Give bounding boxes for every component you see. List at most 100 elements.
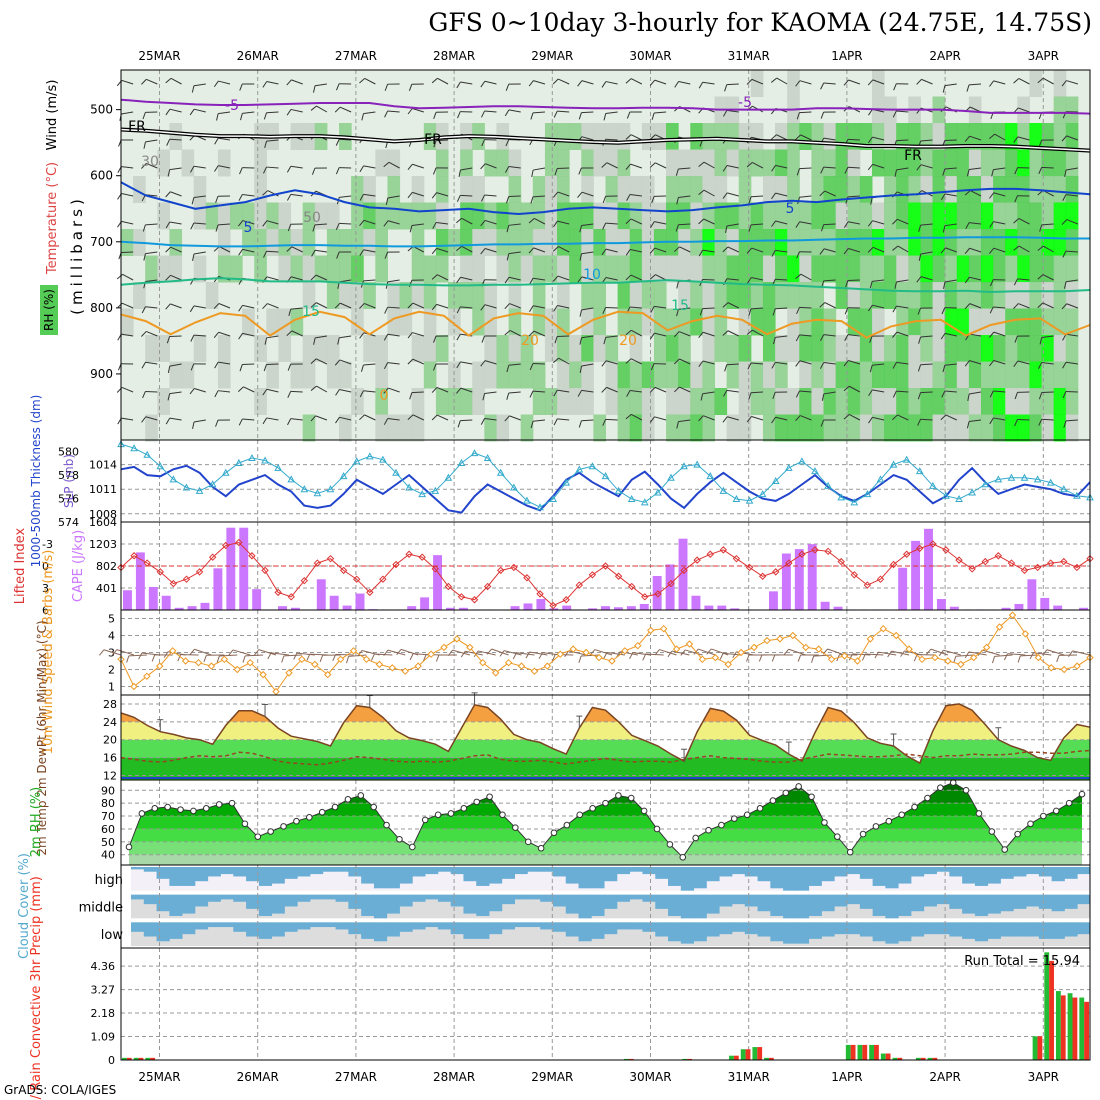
wind-barb-flag [435, 654, 440, 662]
rh-cell [775, 335, 788, 362]
slp-point [143, 450, 152, 458]
rh-point [524, 838, 532, 846]
wind-barb-flag [432, 167, 437, 175]
rh-cell [532, 202, 546, 230]
wind-barb-flag [287, 224, 292, 232]
cloud-cell [821, 867, 835, 882]
wind-barb-flag [189, 108, 195, 116]
rh-cell [702, 229, 716, 256]
wind-barb-flag [141, 306, 146, 314]
wind-barb-flag [383, 362, 389, 370]
cloud-cell [898, 867, 912, 884]
rh-cell [351, 229, 364, 256]
cloud-cell [386, 894, 400, 914]
wind-barb-flag [552, 357, 559, 364]
lifted-tick-label: -3 [42, 538, 53, 551]
wind-barb [1065, 250, 1078, 253]
wind-barb-flag [845, 280, 849, 288]
wind-barb [920, 363, 933, 366]
rh-cell [532, 361, 546, 389]
rh-cell [847, 202, 861, 230]
wind-barb-flag [214, 361, 219, 369]
wind-barb [266, 250, 279, 253]
rh-point [666, 841, 674, 848]
rh-point [679, 853, 687, 861]
cloud-cell [425, 894, 439, 900]
wind-barb [339, 138, 352, 141]
rh-point [885, 817, 893, 825]
wind-barb [775, 335, 788, 338]
wind-barb [752, 161, 764, 169]
rh-cell [944, 282, 958, 309]
rh-cell [738, 202, 752, 230]
slp-point [798, 457, 806, 465]
cloud-cell [1026, 894, 1040, 907]
wind-speed-point [453, 635, 461, 643]
rh-cell [1053, 96, 1067, 124]
wind-barb-flag [892, 245, 899, 251]
lifted-index-point [1007, 559, 1016, 567]
wind-barb [169, 167, 182, 171]
lifted-tick-label: 6 [42, 604, 49, 617]
lifted-index-point [902, 550, 911, 558]
wind-barb [194, 648, 212, 656]
cloud-cell [399, 894, 413, 907]
rh-cell [823, 202, 837, 230]
cloud-cell [616, 867, 631, 875]
rh-cell [750, 308, 764, 336]
wind-barb-flag [988, 331, 995, 338]
wind-barb-flag [869, 365, 873, 373]
lifted-index-point [523, 574, 531, 582]
slp-point [942, 491, 950, 499]
wind-barb [242, 418, 255, 421]
rh-cell [859, 229, 873, 256]
wind-barb-flag [332, 654, 337, 662]
lifted-index-point [824, 547, 832, 556]
rh-cell [641, 388, 655, 415]
wind-barb [993, 390, 1006, 393]
lifted-index-point [719, 546, 728, 554]
rh-cell [811, 335, 825, 362]
wind-barb [775, 164, 788, 169]
wind-barb-flag [601, 360, 607, 367]
slp-point [221, 468, 230, 476]
cape-bar [420, 597, 430, 610]
wind-barb-flag [916, 79, 922, 85]
wind-barb [193, 334, 206, 337]
lifted-index-point [863, 581, 872, 589]
cloud-cell [923, 894, 937, 907]
wind-barb-flag [772, 308, 776, 316]
date-label-bottom: 1APR [831, 1070, 862, 1084]
lifted-index-point [680, 566, 688, 575]
rh-cell [944, 255, 958, 283]
wind-barb-flag [287, 418, 292, 426]
wind-speed-point [776, 635, 784, 643]
wind-barb-flag [676, 421, 679, 429]
wind-barb-flag [725, 225, 728, 233]
wind-barb [266, 166, 279, 169]
wind-barb [921, 78, 933, 85]
slp-point [431, 486, 440, 494]
wind-barb-flag [942, 365, 946, 373]
rh-cell [666, 361, 679, 389]
cloud-cell [719, 922, 733, 935]
wind-barb-flag [625, 78, 632, 84]
cape-bar [911, 540, 921, 610]
wind-barb-flag [138, 652, 143, 660]
wind-speed-point [466, 643, 474, 652]
cloud-cell [258, 894, 273, 916]
isotherm-10 [120, 236, 1090, 248]
wind-barb [581, 136, 594, 141]
cloud-cell [616, 894, 631, 902]
rh-cell [835, 229, 849, 256]
rh-cell [896, 335, 909, 362]
rh-cell [968, 96, 982, 124]
wind-barb [1065, 194, 1078, 197]
wind-barb-flag [422, 654, 427, 662]
wind-barb-flag [254, 649, 260, 656]
pressure-tick-label: 600 [90, 169, 113, 183]
wind-barb-flag [433, 363, 437, 371]
rh-cell [217, 229, 231, 256]
wind-barb-flag [286, 166, 292, 173]
wind-barb-flag [431, 274, 438, 280]
